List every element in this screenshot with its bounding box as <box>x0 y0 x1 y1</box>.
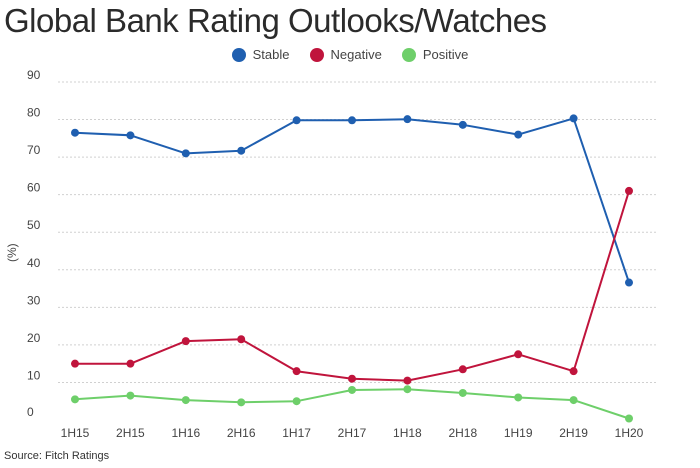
x-tick-1H17: 1H17 <box>282 426 311 440</box>
y-tick-60: 60 <box>27 181 41 195</box>
negative-point-2H19 <box>569 367 578 376</box>
y-tick-90: 90 <box>27 68 41 82</box>
series-stable <box>71 114 633 287</box>
y-tick-20: 20 <box>27 331 41 345</box>
legend-marker-positive <box>401 47 416 62</box>
negative-point-1H15 <box>71 359 79 368</box>
y-tick-80: 80 <box>27 106 41 120</box>
x-tick-1H18: 1H18 <box>393 426 422 440</box>
x-tick-1H20: 1H20 <box>615 426 644 440</box>
gridlines <box>58 81 657 383</box>
stable-point-2H17 <box>348 116 356 125</box>
y-tick-0: 0 <box>27 405 34 419</box>
positive-point-2H18 <box>458 388 467 397</box>
stable-point-2H19 <box>569 114 578 123</box>
source-note: Source: Fitch Ratings <box>4 450 110 462</box>
y-tick-40: 40 <box>27 256 41 270</box>
positive-point-1H19 <box>514 393 523 402</box>
legend-item-stable: Stable <box>231 47 290 62</box>
y-tick-labels: 0 10 20 30 40 50 60 70 80 90 <box>27 68 41 419</box>
negative-point-2H15 <box>126 359 135 368</box>
positive-point-2H17 <box>348 385 356 394</box>
positive-point-1H17 <box>292 397 301 406</box>
legend-label-stable: Stable <box>252 47 290 62</box>
stable-point-2H15 <box>126 131 135 140</box>
positive-point-2H19 <box>569 396 578 405</box>
y-tick-70: 70 <box>27 143 41 157</box>
negative-point-1H18 <box>403 376 412 385</box>
negative-point-1H17 <box>292 367 301 376</box>
legend-label-negative: Negative <box>330 47 382 62</box>
legend-item-positive: Positive <box>401 47 469 62</box>
negative-point-2H18 <box>458 365 467 374</box>
x-tick-2H16: 2H16 <box>227 426 256 440</box>
stable-point-1H19 <box>514 130 523 139</box>
chart-legend: Stable Negative Positive <box>0 47 700 62</box>
positive-point-1H16 <box>181 396 190 405</box>
x-tick-2H17: 2H17 <box>338 426 367 440</box>
legend-marker-stable <box>231 47 246 62</box>
stable-point-1H17 <box>292 116 301 125</box>
y-tick-30: 30 <box>27 293 41 307</box>
legend-label-positive: Positive <box>422 47 469 62</box>
negative-point-1H19 <box>514 350 523 359</box>
x-tick-2H18: 2H18 <box>448 426 477 440</box>
x-tick-2H19: 2H19 <box>559 426 588 440</box>
stable-point-2H18 <box>458 120 467 129</box>
negative-point-1H16 <box>181 337 190 346</box>
positive-point-1H20 <box>625 414 633 423</box>
y-tick-50: 50 <box>27 218 41 232</box>
negative-point-2H16 <box>237 335 246 344</box>
positive-point-1H15 <box>71 395 79 404</box>
stable-point-1H18 <box>403 115 412 124</box>
positive-point-2H16 <box>237 398 246 407</box>
stable-point-1H15 <box>71 128 79 137</box>
negative-point-1H20 <box>625 186 633 195</box>
x-tick-1H16: 1H16 <box>171 426 200 440</box>
legend-marker-negative <box>309 47 324 62</box>
series-lines <box>71 114 633 423</box>
negative-line <box>75 190 630 382</box>
positive-point-2H15 <box>126 391 135 400</box>
y-tick-10: 10 <box>27 368 41 382</box>
x-tick-1H19: 1H19 <box>504 426 533 440</box>
x-tick-labels: 1H15 2H15 1H16 2H16 1H17 2H17 1H18 2H18 1H19 2H19… <box>61 426 644 440</box>
stable-line <box>74 117 630 283</box>
legend-item-negative: Negative <box>309 47 382 62</box>
stable-point-1H20 <box>625 278 633 287</box>
x-tick-1H15: 1H15 <box>61 426 90 440</box>
negative-point-2H17 <box>348 374 356 383</box>
x-tick-2H15: 2H15 <box>116 426 145 440</box>
positive-point-1H18 <box>403 385 412 394</box>
stable-point-2H16 <box>237 146 246 155</box>
series-negative <box>71 186 633 385</box>
chart-title: Global Bank Rating Outlooks/Watches <box>4 2 547 39</box>
series-positive <box>71 385 633 423</box>
stable-point-1H16 <box>181 149 190 158</box>
